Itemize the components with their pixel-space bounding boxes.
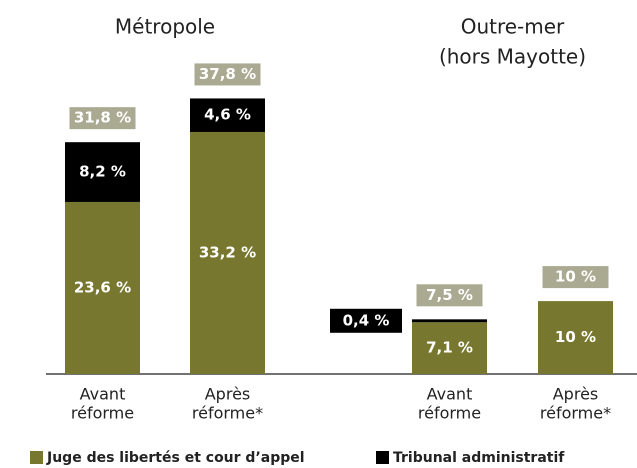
value-label: 23,6 % (74, 278, 131, 296)
total-label: 37,8 % (199, 65, 256, 83)
bar-segment (65, 201, 140, 374)
x-tick-label: Après (553, 385, 599, 404)
total-box (69, 107, 136, 130)
value-label: 8,2 % (79, 163, 126, 181)
bar-segment (190, 98, 265, 132)
x-tick-label: Avant (80, 385, 126, 404)
value-label-box (330, 308, 402, 333)
value-label: 4,6 % (204, 106, 251, 124)
legend-label: Juge des libertés et cour d’appel (46, 450, 305, 466)
value-label: 7,1 % (426, 339, 473, 357)
value-label: 10 % (555, 328, 596, 346)
legend-label: Tribunal administratif (393, 450, 565, 466)
group-title: Outre-mer (461, 15, 565, 39)
bar-segment (65, 142, 140, 202)
x-tick-label: réforme* (192, 404, 263, 423)
bar-segment (190, 131, 265, 374)
total-box (542, 266, 609, 289)
legend-swatch (30, 451, 43, 464)
x-tick-label: réforme (71, 404, 134, 423)
bar-segment (538, 301, 613, 374)
x-tick-label: réforme (418, 404, 481, 423)
total-label: 7,5 % (426, 286, 473, 304)
x-tick-label: réforme* (540, 404, 611, 423)
value-label: 33,2 % (199, 243, 256, 261)
legend-swatch (376, 451, 389, 464)
total-box (194, 63, 261, 86)
x-tick-label: Après (205, 385, 251, 404)
value-label: 0,4 % (343, 311, 390, 329)
total-label: 10 % (555, 268, 596, 286)
bar-segment (412, 319, 487, 323)
group-title: (hors Mayotte) (439, 45, 586, 69)
total-box (416, 284, 483, 307)
group-title: Métropole (115, 15, 215, 39)
bar-segment (412, 322, 487, 374)
total-label: 31,8 % (74, 109, 131, 127)
x-tick-label: Avant (427, 385, 473, 404)
